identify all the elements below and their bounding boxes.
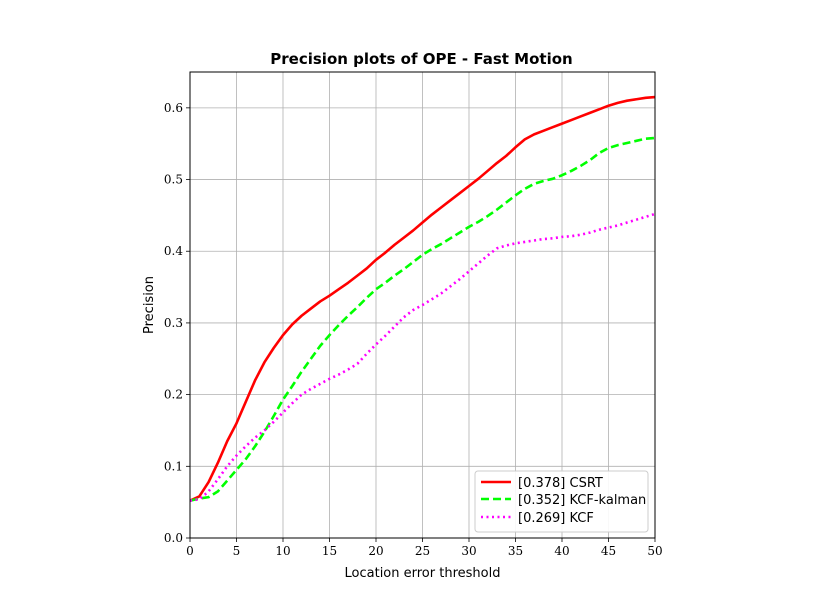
legend-label-kcf: [0.269] KCF <box>518 511 594 526</box>
x-axis-ticks: 0 5 10 15 20 25 30 35 40 45 50 <box>186 538 663 558</box>
series-line-1 <box>189 136 656 502</box>
y-tick-label: 0.6 <box>164 101 183 115</box>
y-tick-label: 0.3 <box>164 316 183 330</box>
x-tick-label: 40 <box>554 544 569 558</box>
y-tick-label: 0.2 <box>164 388 183 402</box>
y-tick-label: 0.5 <box>164 173 183 187</box>
chart-title: Precision plots of OPE - Fast Motion <box>270 50 572 68</box>
series-line-2 <box>189 212 656 503</box>
x-axis-label: Location error threshold <box>345 566 501 581</box>
legend-box <box>474 470 649 533</box>
series-layer <box>189 95 656 503</box>
x-tick-label: 45 <box>601 544 616 558</box>
legend-label-csrt: [0.378] CSRT <box>518 476 603 491</box>
x-tick-label: 30 <box>461 544 476 558</box>
legend-label-kcf-kalman: [0.352] KCF-kalman <box>518 493 646 508</box>
x-tick-label: 50 <box>647 544 662 558</box>
y-tick-label: 0.0 <box>164 531 183 545</box>
x-tick-label: 0 <box>186 544 194 558</box>
y-tick-label: 0.1 <box>164 459 183 473</box>
y-tick-label: 0.4 <box>164 244 183 258</box>
x-tick-label: 35 <box>508 544 523 558</box>
y-axis-ticks: 0.0 0.1 0.2 0.3 0.4 0.5 0.6 <box>164 101 190 545</box>
x-tick-label: 25 <box>415 544 430 558</box>
series-line-0 <box>189 95 656 502</box>
x-tick-label: 20 <box>368 544 383 558</box>
x-tick-label: 15 <box>322 544 337 558</box>
legend: [0.378] CSRT [0.352] KCF-kalman [0.269] … <box>474 470 649 533</box>
y-axis-label: Precision <box>142 276 157 334</box>
x-tick-label: 10 <box>275 544 290 558</box>
x-tick-label: 5 <box>233 544 241 558</box>
